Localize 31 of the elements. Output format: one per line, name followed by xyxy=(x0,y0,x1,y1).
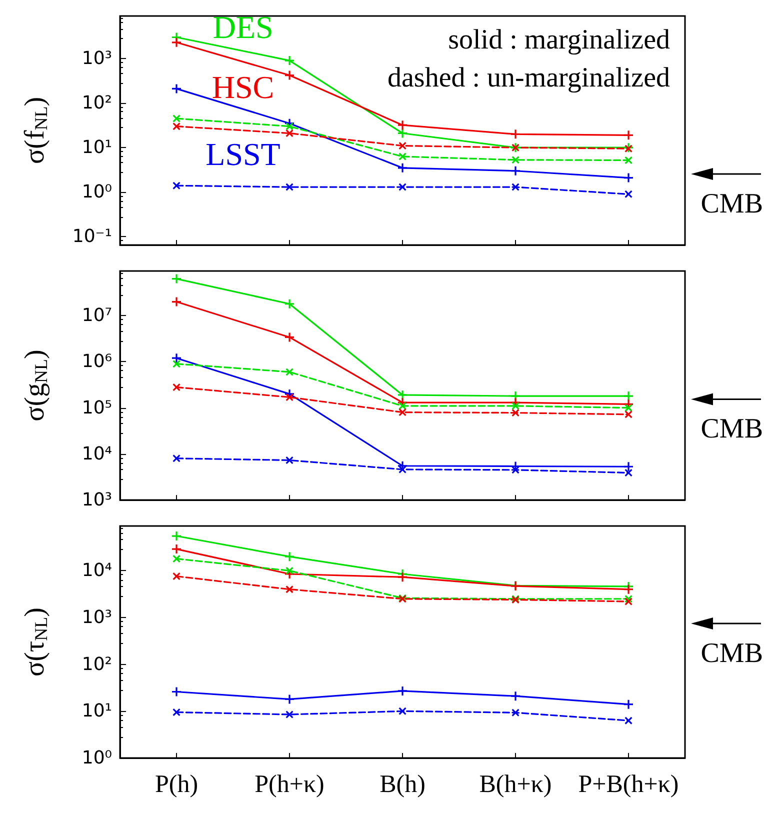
x-tick-label: B(h) xyxy=(380,771,426,798)
y-tick-label: 10⁴ xyxy=(82,443,112,464)
y-axis-title: σ(τNL) xyxy=(20,608,51,676)
text: CMB xyxy=(700,188,763,220)
y-tick-label: 10⁷ xyxy=(82,305,112,326)
series-label: LSST xyxy=(206,136,281,172)
y-tick-label: 10³ xyxy=(82,48,112,70)
x-tick-label: P(h+κ) xyxy=(254,771,324,798)
y-tick-label: 10⁻¹ xyxy=(72,226,112,248)
y-tick-label: 10⁶ xyxy=(82,351,112,372)
y-tick-label: 10⁵ xyxy=(82,397,112,418)
text: CMB xyxy=(700,414,763,445)
annotation: dashed : un-marginalized xyxy=(388,62,670,94)
y-tick-label: 10¹ xyxy=(82,700,112,722)
y-tick-label: 10⁴ xyxy=(82,560,112,582)
x-tick-label: P+B(h+κ) xyxy=(578,771,679,798)
annotation: solid : marginalized xyxy=(448,24,670,56)
y-tick-label: 10² xyxy=(82,92,112,114)
y-tick-label: 10⁰ xyxy=(82,182,112,203)
y-tick-label: 10³ xyxy=(82,490,112,510)
x-tick-label: P(h) xyxy=(154,771,198,798)
y-tick-label: 10³ xyxy=(82,607,112,628)
text: CMB xyxy=(700,638,763,669)
series-label: HSC xyxy=(212,68,274,105)
y-tick-label: 10² xyxy=(82,654,112,675)
series-label: DES xyxy=(212,8,274,45)
x-tick-label: B(h+κ) xyxy=(479,771,552,798)
y-tick-label: 10¹ xyxy=(82,137,112,158)
y-tick-label: 10⁰ xyxy=(82,748,112,768)
y-axis-title: σ(gNL) xyxy=(20,350,51,422)
y-axis-title: σ(fNL) xyxy=(20,96,51,164)
